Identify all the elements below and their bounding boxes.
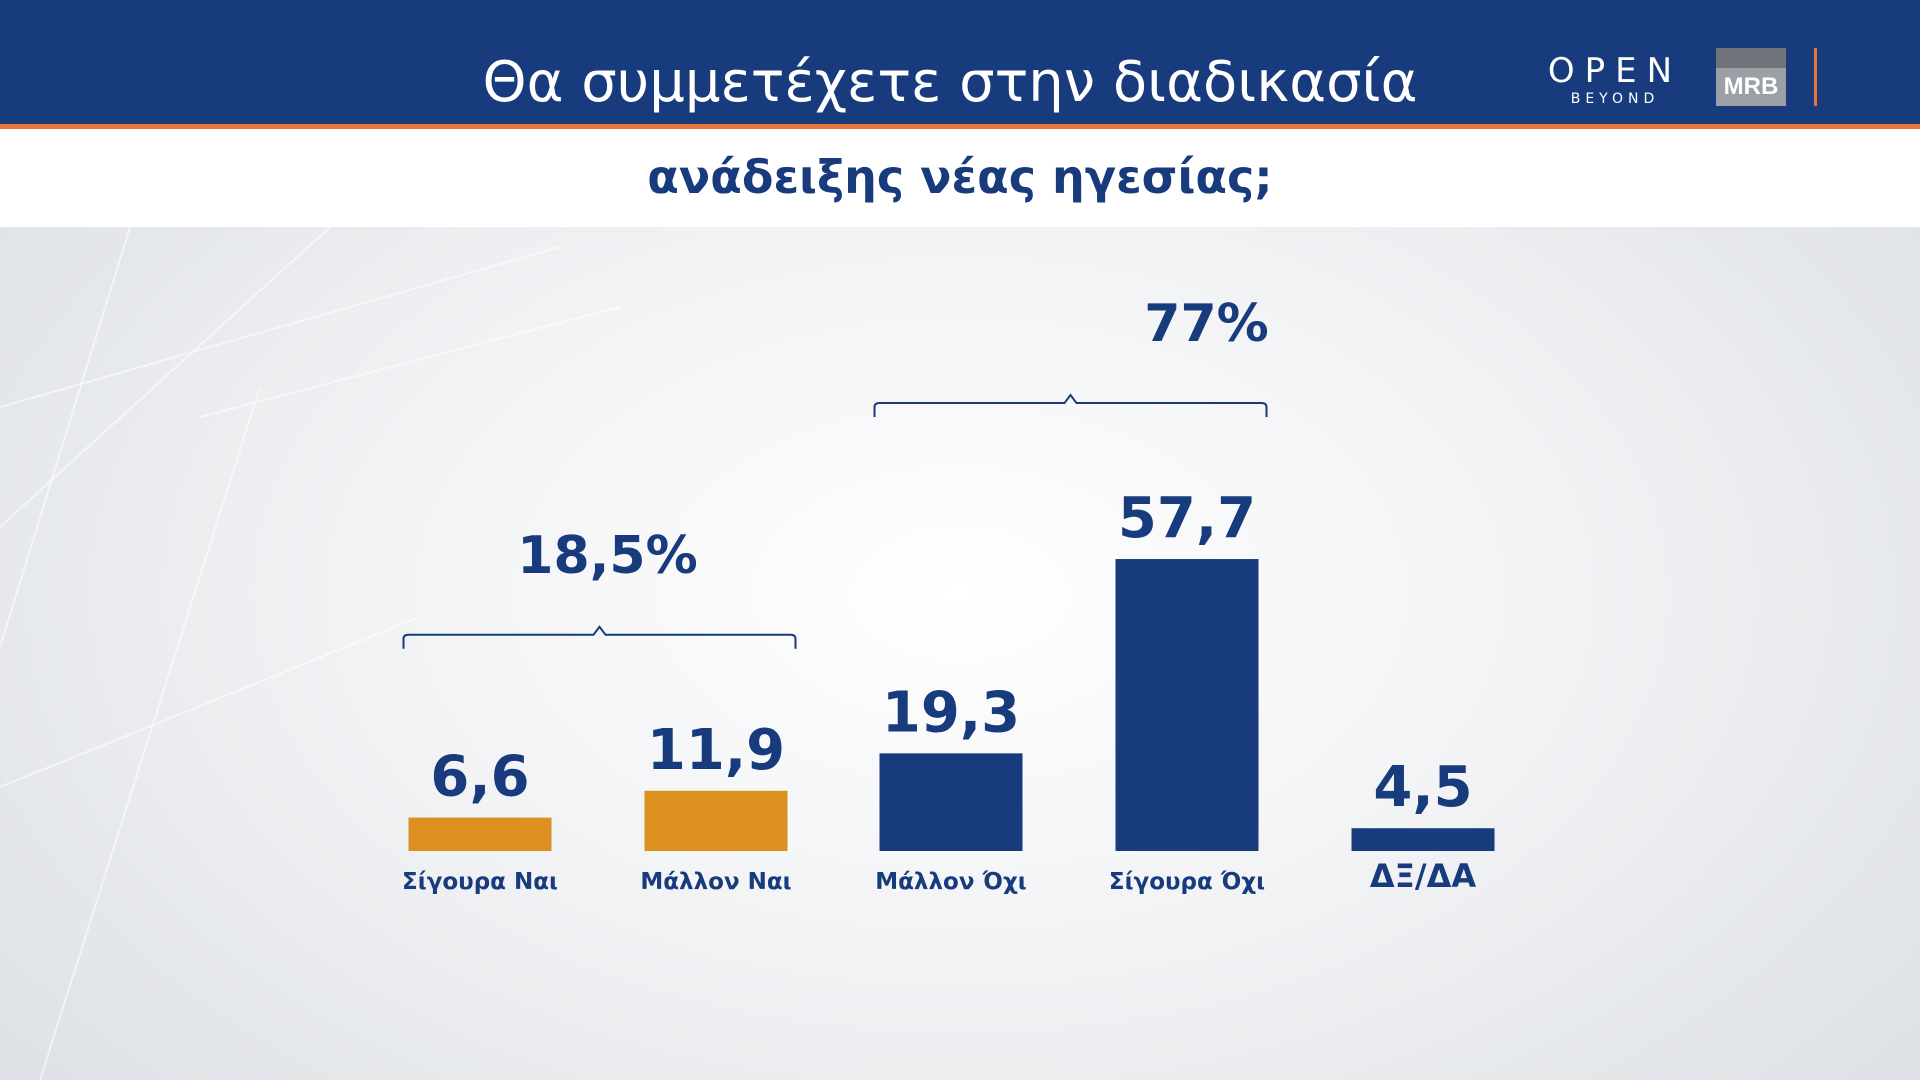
group-total-label-2: 77% bbox=[1144, 294, 1268, 354]
mrb-logo: MRB bbox=[1716, 48, 1786, 106]
bar-value-label-5: 4,5 bbox=[1373, 755, 1472, 820]
bar-value-label-3: 19,3 bbox=[882, 680, 1020, 745]
subtitle-bar bbox=[0, 129, 1920, 227]
bar-value-label-2: 11,9 bbox=[647, 718, 785, 783]
bar-3 bbox=[879, 753, 1023, 851]
logo-divider bbox=[1814, 48, 1817, 106]
header-bar bbox=[0, 0, 1920, 124]
bar-5 bbox=[1351, 828, 1495, 851]
bar-value-label-1: 6,6 bbox=[430, 745, 529, 810]
bar-1 bbox=[408, 817, 552, 851]
bar-value-label-4: 57,7 bbox=[1118, 486, 1256, 551]
group-bracket-1 bbox=[402, 625, 797, 649]
category-label-5: ΔΞ/ΔΑ bbox=[1370, 857, 1476, 895]
bar-4 bbox=[1115, 559, 1259, 851]
mrb-logo-band bbox=[1716, 48, 1786, 68]
open-beyond-logo: OPEN BEYOND bbox=[1545, 52, 1685, 108]
header-accent-stripe bbox=[0, 124, 1920, 129]
bar-2 bbox=[644, 790, 788, 851]
group-bracket-2 bbox=[873, 393, 1268, 418]
open-logo-subtitle: BEYOND bbox=[1570, 91, 1660, 107]
group-total-label-1: 18,5% bbox=[517, 526, 697, 586]
category-label-4: Σίγουρα Όχι bbox=[1109, 869, 1265, 895]
category-label-2: Μάλλον Ναι bbox=[640, 869, 791, 895]
chart-title-line1: Θα συμμετέχετε στην διαδικασία bbox=[482, 50, 1418, 115]
chart-title-line2: ανάδειξης νέας ηγεσίας; bbox=[647, 150, 1273, 204]
background-decoration bbox=[0, 227, 621, 1080]
category-label-3: Μάλλον Όχι bbox=[875, 869, 1027, 895]
mrb-logo-text: MRB bbox=[1723, 73, 1779, 100]
open-logo-word: OPEN bbox=[1547, 51, 1683, 91]
category-label-1: Σίγουρα Ναι bbox=[402, 869, 558, 895]
